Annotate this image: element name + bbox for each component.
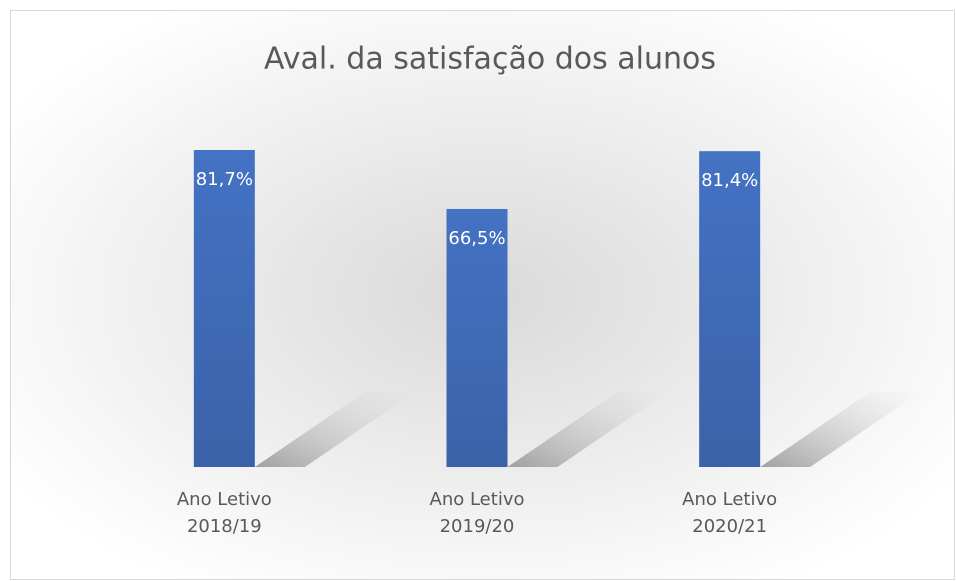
data-label: 81,7% (196, 169, 253, 190)
bar (446, 208, 508, 468)
bar-shadow (760, 392, 921, 467)
x-tick-label: Ano Letivo 2019/20 (429, 489, 525, 537)
x-tick-label: Ano Letivo 2020/21 (682, 489, 778, 537)
bar (699, 151, 761, 467)
chart-title: Aval. da satisfação dos alunos (264, 42, 716, 77)
bar (193, 150, 255, 467)
data-label: 81,4% (701, 170, 758, 191)
data-label: 66,5% (448, 228, 505, 249)
bar-shadow (507, 392, 668, 467)
x-tick-label: Ano Letivo 2018/19 (176, 489, 272, 537)
bar-shadow (254, 392, 415, 467)
